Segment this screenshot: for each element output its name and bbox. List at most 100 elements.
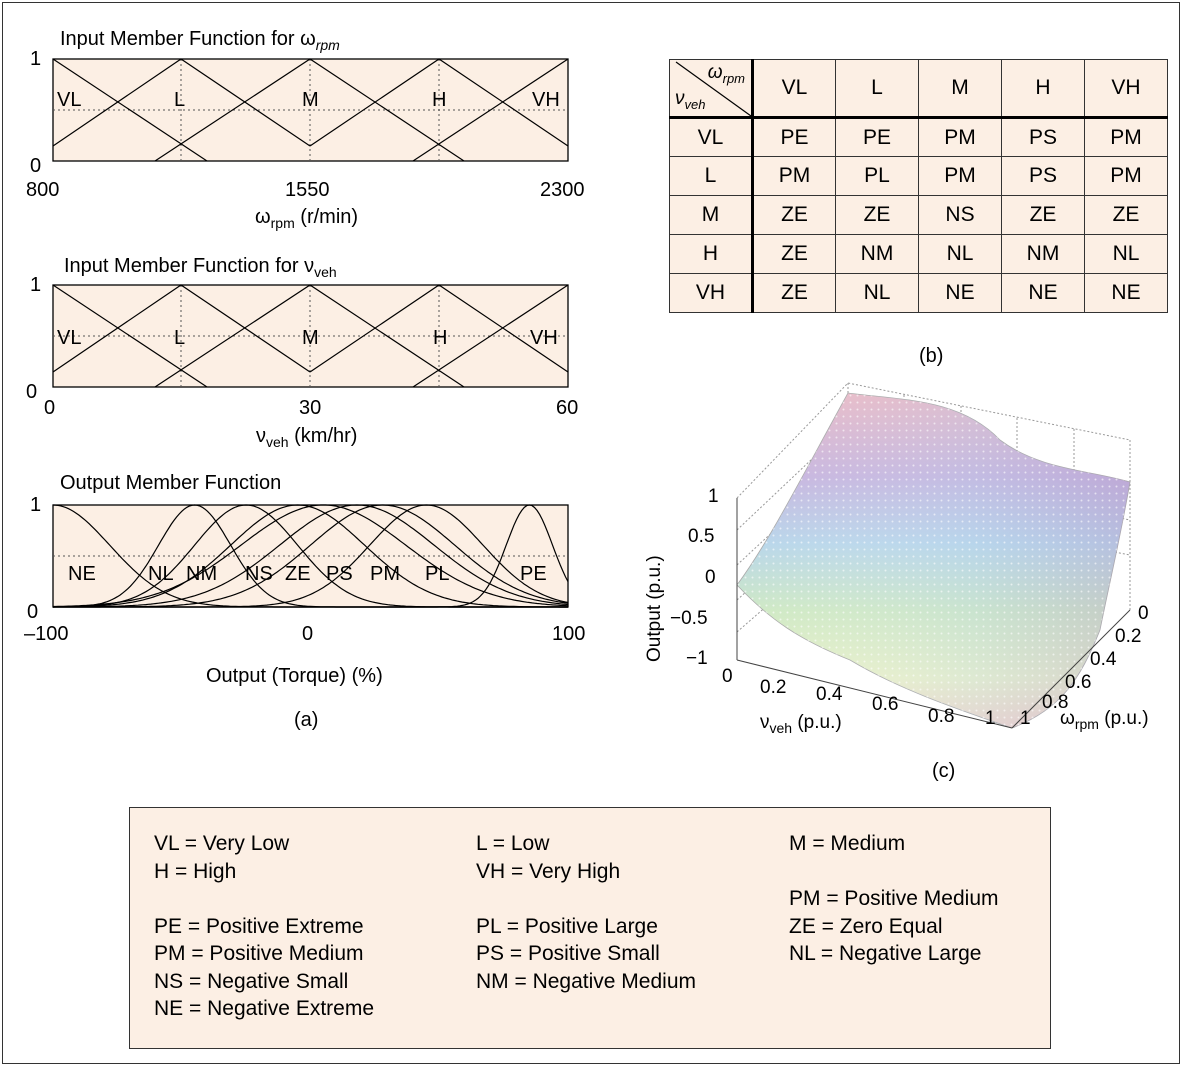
- y-tick-1: 1: [30, 274, 41, 296]
- table-cell: ZE: [752, 273, 836, 313]
- table-cell: PM: [918, 117, 1002, 157]
- corner-veh-label: νveh: [675, 88, 706, 112]
- x-tick: 2300: [540, 179, 585, 201]
- table-row: VL PE PE PM PS PM: [669, 117, 1168, 157]
- y-tick: 0.4: [1090, 649, 1117, 670]
- y-tick-0: 0: [27, 601, 38, 623]
- legend-item: PM = Positive Medium: [789, 887, 999, 910]
- legend-item: PS = Positive Small: [476, 942, 660, 965]
- gaussian-curve: [53, 504, 568, 608]
- y-tick-0: 0: [30, 155, 41, 177]
- table-cell: PE: [835, 117, 919, 157]
- gaussian-curve: [53, 504, 569, 608]
- corner-omega-label: ωrpm: [707, 62, 745, 86]
- table-cell: ZE: [1001, 195, 1085, 235]
- z-tick: 0.5: [688, 526, 714, 547]
- legend-item: NL = Negative Large: [789, 942, 982, 965]
- column-header: VH: [1084, 59, 1168, 119]
- term-h: H: [433, 327, 447, 349]
- table-header-row: ωrpm νveh VL L M H VH: [669, 59, 1168, 119]
- legend-column-2: L = Low VH = Very High PL = Positive Lar…: [476, 830, 696, 995]
- term-h: H: [432, 89, 446, 111]
- table-cell: NL: [835, 273, 919, 313]
- legend-item: PL = Positive Large: [476, 914, 658, 938]
- table-cell: NE: [1001, 273, 1085, 313]
- table-cell: ZE: [752, 234, 836, 274]
- caption-a: (a): [294, 709, 318, 731]
- table-cell: NM: [835, 234, 919, 274]
- legend-item: L = Low: [476, 832, 550, 855]
- legend-spacer: [476, 885, 696, 913]
- term-l: L: [174, 89, 185, 111]
- legend-item: VH = Very High: [476, 859, 621, 883]
- x-tick: 0.2: [760, 677, 786, 698]
- table-cell: NS: [918, 195, 1002, 235]
- x-tick: 0: [302, 623, 313, 645]
- table-cell: NM: [1001, 234, 1085, 274]
- fuzzy-rule-table: ωrpm νveh VL L M H VH VL PE PE PM PS PM …: [669, 59, 1168, 313]
- caption-c: (c): [932, 760, 955, 782]
- y-tick: 0: [1138, 603, 1149, 624]
- omega-membership-plot: Input Member Function for ωrpm VL L M H …: [26, 28, 585, 231]
- y-tick: 0.6: [1065, 672, 1091, 693]
- surface-y-label: ωrpm (p.u.): [1060, 708, 1149, 732]
- legend-column-1: VL = Very Low H = High PE = Positive Ext…: [154, 830, 374, 1023]
- term-l: L: [174, 327, 185, 349]
- legend-item: PM = Positive Medium: [154, 942, 364, 965]
- caption-b: (b): [919, 345, 943, 367]
- corner-diagonal: [675, 61, 752, 117]
- term-pl: PL: [425, 563, 449, 585]
- term-pm: PM: [370, 563, 400, 585]
- table-row: L PM PL PM PS PM: [669, 156, 1168, 196]
- table-cell: NL: [918, 234, 1002, 274]
- surface-grid-points: [737, 393, 1130, 728]
- term-m: M: [302, 89, 319, 111]
- table-cell: ZE: [1084, 195, 1168, 235]
- table-cell: ZE: [835, 195, 919, 235]
- term-pe: PE: [520, 563, 547, 585]
- table-row: H ZE NM NL NM NL: [669, 234, 1168, 274]
- legend-item: H = High: [154, 859, 237, 883]
- omega-membership-curves: [52, 58, 569, 162]
- legend-item: ZE = Zero Equal: [789, 914, 943, 938]
- term-nm: NM: [186, 563, 217, 585]
- surface-z-label: Output (p.u.): [644, 555, 665, 662]
- table-cell: NE: [918, 273, 1002, 313]
- x-tick: 0.6: [872, 694, 898, 715]
- table-cell: PS: [1001, 156, 1085, 196]
- term-nl: NL: [148, 563, 174, 585]
- column-header: M: [918, 59, 1002, 119]
- term-ps: PS: [326, 563, 353, 585]
- abbreviation-legend: VL = Very Low H = High PE = Positive Ext…: [129, 807, 1051, 1049]
- term-ze: ZE: [285, 563, 311, 585]
- gaussian-curve: [53, 504, 569, 608]
- y-tick-1: 1: [30, 494, 41, 516]
- surface-plot: 1 0.5 0 −0.5 −1 Output (p.u.) 0 0.2 0.4 …: [644, 382, 1149, 736]
- x-tick: 30: [299, 397, 321, 419]
- output-plot-area: [52, 504, 569, 608]
- row-header: VL: [669, 117, 754, 157]
- x-tick: 0: [44, 397, 55, 419]
- omega-x-label: ωrpm (r/min): [255, 206, 358, 231]
- output-gaussian-curves: [52, 504, 569, 608]
- column-header: H: [1001, 59, 1085, 119]
- legend-spacer: [154, 885, 374, 913]
- legend-item: NS = Negative Small: [154, 969, 349, 993]
- legend-item: M = Medium: [789, 832, 906, 855]
- surface-x-label: νveh (p.u.): [760, 712, 842, 736]
- column-header: L: [835, 59, 919, 119]
- z-tick: 0: [705, 567, 716, 588]
- x-tick: 100: [552, 623, 585, 645]
- term-vl: VL: [57, 89, 81, 111]
- table-cell: PM: [1084, 117, 1168, 157]
- veh-x-label: νveh (km/hr): [256, 425, 357, 450]
- y-tick-1: 1: [30, 48, 41, 70]
- column-header: VL: [752, 59, 836, 119]
- table-cell: PS: [1001, 117, 1085, 157]
- row-header: M: [669, 195, 754, 235]
- row-header: VH: [669, 273, 754, 313]
- z-tick: −0.5: [670, 608, 708, 629]
- legend-item: VL = Very Low: [154, 832, 290, 855]
